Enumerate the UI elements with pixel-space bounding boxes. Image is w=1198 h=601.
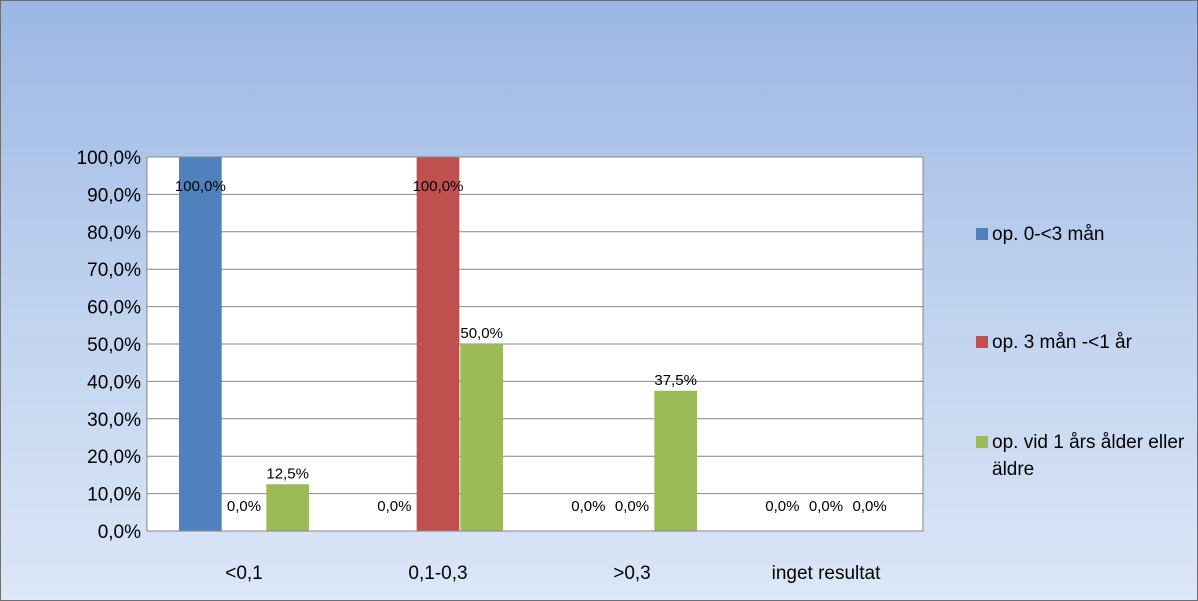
y-tick-label: 30,0% <box>87 410 141 431</box>
data-label: 0,0% <box>809 498 843 515</box>
y-tick-label: 0,0% <box>98 522 141 543</box>
data-label: 100,0% <box>413 178 464 195</box>
y-tick-label: 100,0% <box>77 148 142 169</box>
legend-swatch-series-2 <box>976 336 988 348</box>
legend-label-series-2: op. 3 mån -<1 år <box>992 332 1132 353</box>
legend-label-series-1: op. 0-<3 mån <box>992 224 1105 245</box>
data-label: 0,0% <box>853 498 887 515</box>
data-label: 0,0% <box>765 498 799 515</box>
y-tick-label: 80,0% <box>87 223 141 244</box>
data-label: 0,0% <box>227 498 261 515</box>
legend-item-series-2: op. 3 mån -<1 år <box>976 329 1187 356</box>
bar <box>416 157 460 531</box>
data-label: 0,0% <box>571 498 605 515</box>
legend-label-series-3: op. vid 1 års ålder eller äldre <box>992 432 1185 480</box>
y-tick-label: 20,0% <box>87 447 141 468</box>
x-tick-label: 0,1-0,3 <box>408 563 467 584</box>
bar <box>266 484 309 531</box>
y-tick-label: 50,0% <box>87 335 141 356</box>
data-label: 0,0% <box>615 498 649 515</box>
y-tick-label: 90,0% <box>87 185 141 206</box>
y-tick-label: 40,0% <box>87 372 141 393</box>
data-label: 50,0% <box>460 325 503 342</box>
x-tick-label: inget resultat <box>772 563 882 584</box>
data-label: 0,0% <box>377 498 411 515</box>
bar <box>179 157 222 531</box>
y-tick-label: 10,0% <box>87 485 141 506</box>
data-label: 100,0% <box>175 178 226 195</box>
legend-item-series-3: op. vid 1 års ålder eller äldre <box>976 429 1187 483</box>
x-tick-label: <0,1 <box>225 563 263 584</box>
legend-swatch-series-3 <box>976 436 988 448</box>
x-tick-label: >0,3 <box>613 563 651 584</box>
y-tick-label: 70,0% <box>87 260 141 281</box>
bar <box>460 344 503 531</box>
data-label: 12,5% <box>266 465 309 482</box>
data-label: 37,5% <box>654 372 697 389</box>
y-tick-label: 60,0% <box>87 298 141 319</box>
legend-swatch-series-1 <box>976 228 988 240</box>
legend-item-series-1: op. 0-<3 mån <box>976 221 1187 248</box>
bar <box>654 390 697 531</box>
